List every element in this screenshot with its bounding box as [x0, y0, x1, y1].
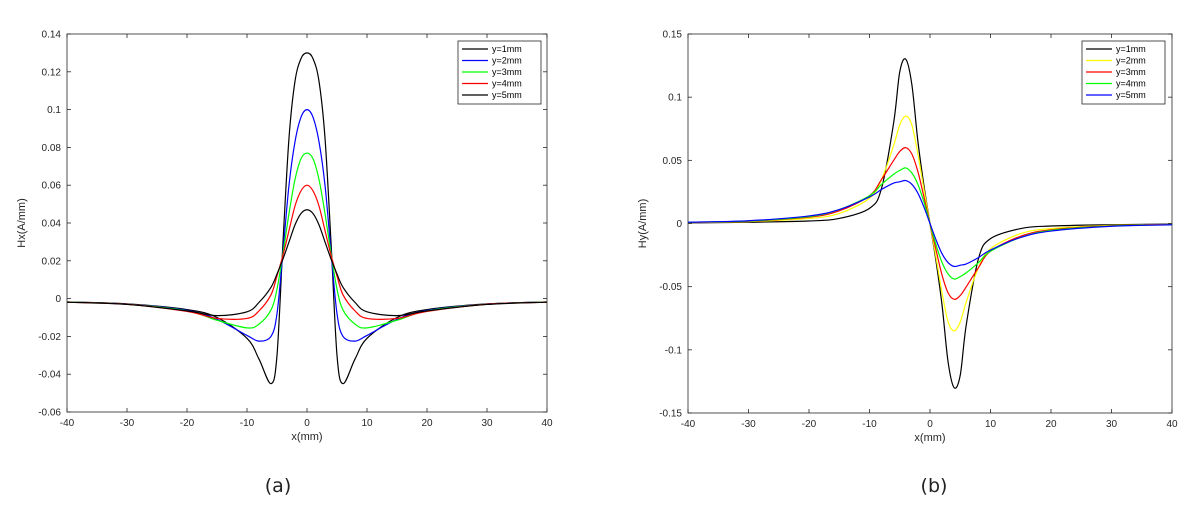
x-axis-title: x(mm) [914, 432, 945, 444]
y-tick-label: 0 [676, 219, 682, 230]
y-axis-title: Hx(A/mm) [16, 198, 28, 248]
x-tick-label: -10 [240, 418, 255, 429]
y-tick-label: -0.06 [38, 408, 61, 419]
legend-label: y=1mm [492, 44, 522, 54]
x-tick-label: -30 [741, 419, 756, 430]
x-tick-label: 0 [927, 419, 933, 430]
y-tick-label: 0.1 [668, 93, 682, 104]
x-tick-label: -20 [180, 418, 195, 429]
x-tick-label: -10 [862, 419, 877, 430]
series-line-y3mm [67, 152, 547, 329]
y-tick-label: 0.14 [42, 30, 62, 41]
x-tick-label: 10 [361, 418, 373, 429]
chart-a-svg: (a) -40 -30 -20 -10 0 10 20 30 40 -0.06 -0.04 -0.02… [16, 30, 553, 498]
legend-label: y=1mm [1116, 44, 1146, 54]
legend-label: y=3mm [1116, 67, 1146, 77]
y-tick-label: 0.08 [42, 143, 62, 154]
legend-label: y=3mm [492, 67, 522, 77]
legend-label: y=4mm [1116, 79, 1146, 89]
y-tick-label: -0.15 [659, 409, 682, 420]
x-tick-label: 20 [421, 418, 433, 429]
y-axis-title: Hy(A/mm) [637, 199, 649, 249]
x-tick-label: 0 [304, 418, 310, 429]
y-tick-label: 0 [55, 294, 61, 305]
y-tick-label: 0.06 [42, 181, 62, 192]
panel-label-b: (b) [921, 475, 948, 497]
plot-area-b: -40 -30 -20 -10 0 10 20 30 40 -0.15 -0.1 -0.05 0 0.05… [637, 30, 1178, 445]
y-tick-label: -0.02 [38, 332, 61, 343]
x-tick-label: 20 [1045, 419, 1057, 430]
y-tick-label: 0.15 [663, 30, 683, 41]
chart-panel-b: (b) -40 -30 -20 -10 0 10 20 30 40 -0.15 -0.1 -0.05 0… [600, 0, 1199, 518]
y-tick-label: 0.1 [47, 105, 61, 116]
x-tick-label: -40 [60, 418, 75, 429]
x-tick-label: 40 [541, 418, 553, 429]
y-tick-label: -0.04 [38, 370, 61, 381]
plot-area-a: -40 -30 -20 -10 0 10 20 30 40 -0.06 -0.04 -0.02 0 0.0… [16, 30, 553, 444]
x-tick-label: -30 [120, 418, 135, 429]
legend-label: y=4mm [492, 79, 522, 89]
series-line-y1mm [67, 52, 547, 385]
x-tick-label: 30 [1106, 419, 1118, 430]
legend-label: y=5mm [1116, 90, 1146, 100]
y-tick-label: -0.05 [659, 282, 682, 293]
x-tick-label: 40 [1166, 419, 1178, 430]
series-group [688, 58, 1172, 389]
y-tick-label: 0.02 [42, 256, 62, 267]
y-tick-label: 0.04 [42, 219, 62, 230]
legend-label: y=2mm [492, 56, 522, 66]
y-tick-label: -0.1 [665, 345, 683, 356]
chart-b-svg: (b) -40 -30 -20 -10 0 10 20 30 40 -0.15 -0.1 -0.05 0… [637, 30, 1178, 498]
series-line-y5mm [67, 209, 547, 317]
panel-label-a: (a) [265, 475, 291, 497]
y-tick-label: 0.12 [42, 67, 62, 78]
x-tick-label: 10 [985, 419, 997, 430]
x-tick-label: 30 [481, 418, 493, 429]
legend-label: y=2mm [1116, 56, 1146, 66]
series-group [67, 52, 547, 385]
series-line-y5mm [688, 179, 1172, 268]
y-tick-label: 0.05 [663, 156, 683, 167]
chart-panel-a: (a) -40 -30 -20 -10 0 10 20 30 40 -0.06 -0.04 -0.02… [0, 0, 600, 518]
series-line-y2mm [67, 108, 547, 342]
x-axis-title: x(mm) [291, 431, 322, 443]
series-line-y4mm [67, 184, 547, 320]
x-tick-label: -40 [681, 419, 696, 430]
x-tick-label: -20 [802, 419, 817, 430]
legend-label: y=5mm [492, 90, 522, 100]
